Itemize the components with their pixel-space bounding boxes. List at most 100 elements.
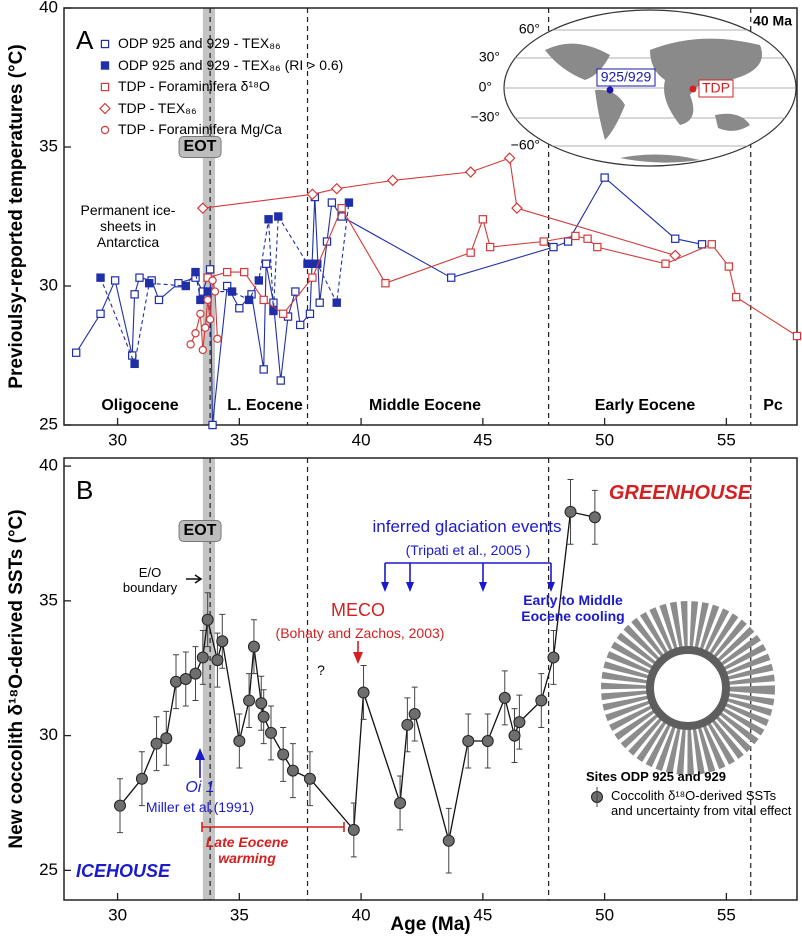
marker: [322, 237, 332, 246]
legend-label: TDP - Foraminifera δ¹⁸O: [118, 78, 270, 94]
site-box: [698, 79, 734, 98]
y-tick-label: 30: [39, 725, 58, 744]
marker: [539, 237, 548, 246]
marker: [254, 276, 264, 285]
point: [564, 505, 577, 518]
marker: [259, 365, 268, 374]
warming-bar: [201, 822, 345, 832]
site-label: TDP: [702, 80, 730, 96]
marker: [210, 287, 220, 296]
point: [303, 772, 316, 785]
epoch-label: Pc: [763, 397, 783, 414]
annotation: inferred glaciation events: [372, 517, 562, 536]
x-tick-label: 55: [717, 905, 736, 924]
epoch-label: Middle Eocene: [368, 397, 482, 414]
point: [264, 726, 277, 739]
point: [160, 732, 173, 745]
marker: [276, 376, 285, 385]
annotation: ?: [317, 662, 325, 678]
legend-label: ODP 925 and 929 - TEX₈₆ (RI > 0.6): [118, 56, 344, 73]
marker: [669, 249, 682, 262]
legend-label: TDP - TEX₈₆: [118, 99, 197, 116]
point: [201, 613, 214, 626]
marker: [135, 273, 144, 282]
marker: [305, 309, 315, 319]
point: [481, 734, 494, 747]
legend-marker: [100, 82, 110, 92]
marker: [259, 295, 268, 305]
annotation: Late Eocene warming: [205, 834, 289, 867]
annotation: (Bohaty and Zachos, 2003): [275, 625, 445, 641]
marker: [381, 279, 390, 288]
annotation: GREENHOUSE: [608, 482, 752, 504]
marker: [296, 320, 305, 330]
marker: [191, 267, 200, 277]
point: [498, 691, 511, 704]
marker: [315, 298, 324, 307]
marker: [191, 329, 200, 338]
marker: [724, 262, 734, 271]
glaciation-arrowhead: [547, 582, 555, 592]
point: [462, 734, 475, 747]
point: [513, 716, 526, 729]
marker: [671, 234, 680, 243]
glaciation-bracket: [384, 562, 552, 588]
point: [277, 748, 290, 761]
point: [408, 708, 421, 721]
plot-frame: [63, 7, 798, 426]
y-tick-label: 40: [39, 0, 58, 16]
eot-band: [202, 458, 215, 900]
marker: [208, 276, 217, 285]
point: [394, 796, 407, 809]
marker: [222, 281, 232, 291]
marker: [198, 345, 208, 355]
marker: [201, 323, 210, 332]
marker: [96, 273, 105, 282]
marker: [222, 267, 232, 277]
site-dot: [606, 86, 614, 94]
marker: [308, 273, 317, 282]
x-tick-label: 30: [108, 430, 127, 449]
annotation: EOT: [178, 520, 222, 543]
y-tick-label: 35: [39, 136, 58, 155]
latitude-label: −60°: [511, 137, 540, 153]
marker: [274, 212, 283, 221]
point: [286, 764, 299, 777]
x-tick-label: 50: [595, 430, 614, 449]
marker: [203, 287, 212, 296]
marker: [96, 309, 105, 319]
legend-label: ODP 925 and 929 - TEX₈₆: [118, 35, 281, 51]
annotation: (Tripati et al., 2005 ): [405, 542, 531, 558]
annotation: ICEHOUSE: [75, 861, 171, 881]
coccolith: [601, 601, 775, 775]
point: [401, 718, 414, 731]
marker: [792, 331, 802, 341]
continent: [715, 113, 750, 131]
latitude-label: 0°: [479, 79, 492, 95]
marker: [130, 290, 139, 299]
legend-marker: [100, 125, 110, 135]
legend-label: TDP - Foraminifera Mg/Ca: [118, 121, 282, 137]
marker: [278, 309, 288, 319]
x-axis-label: Age (Ma): [390, 914, 470, 935]
marker: [583, 234, 592, 243]
marker: [235, 304, 244, 313]
plot-frame: [63, 457, 798, 901]
marker: [261, 259, 271, 268]
epoch-label: L. Eocene: [227, 397, 303, 414]
x-tick-label: 45: [473, 430, 492, 449]
point: [347, 823, 360, 836]
point: [135, 772, 148, 785]
point: [255, 697, 268, 710]
point: [508, 729, 521, 742]
oi1-arrowhead: [195, 748, 205, 760]
marker: [110, 276, 120, 285]
site-dot: [689, 85, 697, 93]
series-line: [202, 157, 676, 256]
point: [357, 686, 370, 699]
inset-map: [503, 9, 797, 167]
marker: [503, 152, 516, 164]
point: [150, 737, 163, 750]
